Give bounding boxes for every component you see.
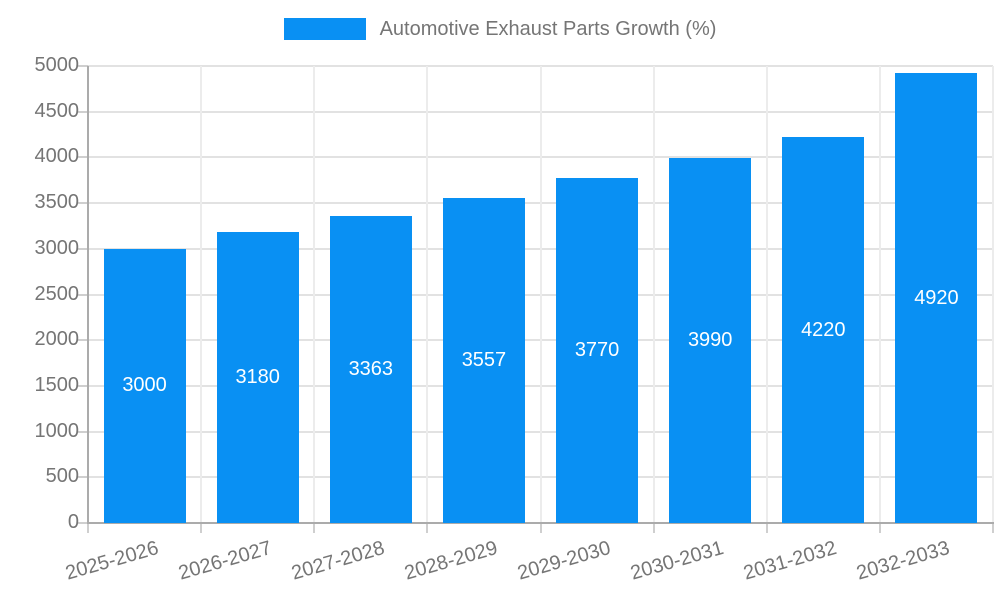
bar-value-label: 3990 bbox=[687, 329, 733, 352]
x-axis-line bbox=[87, 522, 994, 524]
bar[interactable]: 3770 bbox=[556, 178, 639, 523]
gridline-vertical bbox=[652, 66, 655, 523]
bar-value-label: 3557 bbox=[461, 348, 507, 371]
bar[interactable]: 3990 bbox=[669, 158, 752, 523]
y-tick-mark bbox=[78, 202, 88, 205]
y-axis-tick-label: 1000 bbox=[34, 419, 80, 442]
gridline-vertical bbox=[992, 66, 994, 523]
gridline-vertical bbox=[200, 66, 203, 523]
gridline-vertical bbox=[313, 66, 316, 523]
y-axis-line bbox=[87, 66, 89, 523]
y-tick-mark bbox=[78, 476, 88, 479]
x-tick-mark bbox=[200, 524, 203, 533]
y-tick-mark bbox=[78, 384, 88, 387]
gridline-vertical bbox=[878, 66, 881, 523]
x-tick-mark bbox=[426, 524, 429, 533]
legend-swatch bbox=[283, 18, 366, 40]
y-axis-tick-label: 2000 bbox=[34, 328, 80, 351]
y-axis-tick-label: 0 bbox=[67, 511, 79, 533]
y-axis-tick-label: 4000 bbox=[34, 145, 80, 168]
x-tick-mark bbox=[539, 524, 542, 533]
y-axis-tick-label: 3500 bbox=[34, 191, 80, 214]
bar[interactable]: 4920 bbox=[895, 73, 978, 523]
y-axis-tick-label: 2500 bbox=[34, 282, 80, 305]
x-tick-mark bbox=[878, 524, 881, 533]
bar-value-label: 3363 bbox=[348, 357, 394, 380]
y-axis-tick-label: 500 bbox=[45, 465, 79, 488]
legend[interactable]: Automotive Exhaust Parts Growth (%) bbox=[0, 18, 1000, 40]
y-axis-tick-label: 1500 bbox=[34, 373, 80, 396]
bar-value-label: 3000 bbox=[122, 374, 167, 397]
gridline-vertical bbox=[426, 66, 429, 523]
x-tick-mark bbox=[992, 524, 994, 533]
y-tick-mark bbox=[78, 339, 88, 342]
y-tick-mark bbox=[78, 293, 88, 296]
bar-value-label: 3180 bbox=[235, 366, 280, 389]
bar-value-label: 3770 bbox=[574, 339, 620, 362]
y-axis-tick-label: 5000 bbox=[34, 54, 80, 76]
y-tick-mark bbox=[78, 522, 88, 524]
y-tick-mark bbox=[78, 65, 88, 67]
gridline-vertical bbox=[765, 66, 768, 523]
y-tick-mark bbox=[78, 430, 88, 433]
bar[interactable]: 4220 bbox=[782, 137, 865, 523]
bar[interactable]: 3180 bbox=[216, 232, 299, 523]
gridline-vertical bbox=[539, 66, 542, 523]
bar[interactable]: 3557 bbox=[442, 197, 525, 523]
x-tick-mark bbox=[765, 524, 768, 533]
bar-value-label: 4220 bbox=[801, 318, 846, 341]
bar[interactable]: 3000 bbox=[103, 248, 186, 523]
x-tick-mark bbox=[652, 524, 655, 533]
x-tick-mark bbox=[313, 524, 316, 533]
y-tick-mark bbox=[78, 247, 88, 250]
x-tick-mark bbox=[87, 524, 89, 533]
y-axis-tick-label: 3000 bbox=[34, 236, 80, 259]
legend-label: Automotive Exhaust Parts Growth (%) bbox=[379, 18, 717, 40]
y-axis-tick-label: 4500 bbox=[34, 99, 80, 122]
bar[interactable]: 3363 bbox=[329, 215, 412, 523]
y-tick-mark bbox=[78, 110, 88, 113]
y-tick-mark bbox=[78, 156, 88, 159]
bar-value-label: 4920 bbox=[914, 286, 959, 309]
